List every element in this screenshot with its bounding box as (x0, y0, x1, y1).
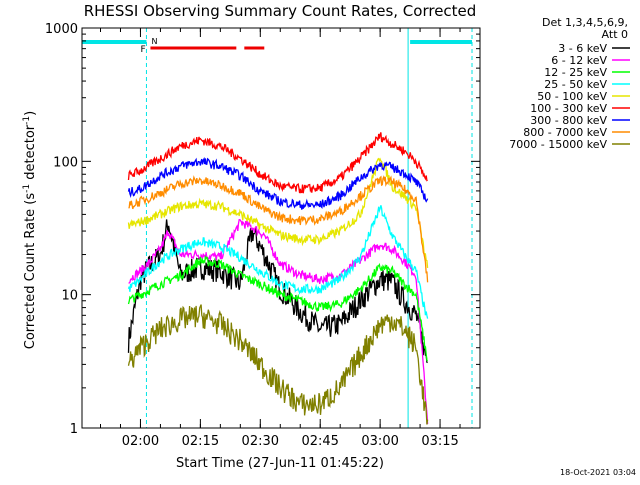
y-tick-label: 1 (70, 422, 78, 437)
series-line-8 (127, 304, 429, 425)
y-tick-label: 100 (53, 155, 78, 170)
legend-label: 6 - 12 keV (551, 54, 607, 67)
night-label: N (151, 37, 157, 46)
x-tick-label: 03:15 (421, 434, 458, 449)
series-line-2 (127, 254, 429, 362)
series-line-7 (128, 175, 429, 283)
legend-label: 300 - 800 keV (530, 114, 607, 127)
legend-label: 25 - 50 keV (544, 78, 607, 91)
y-axis-label-end: ) (23, 111, 38, 116)
legend-label: 7000 - 15000 keV (509, 138, 607, 151)
chart-title: RHESSI Observing Summary Count Rates, Co… (84, 2, 477, 20)
legend-header-line2: Att 0 (602, 28, 628, 41)
legend-label: 100 - 300 keV (530, 102, 607, 115)
y-axis-label-exp2: -1 (22, 116, 32, 125)
legend-label: 12 - 25 keV (544, 66, 607, 79)
legend-header-line1: Det 1,3,4,5,6,9, (542, 16, 628, 29)
legend-label: 50 - 100 keV (537, 90, 607, 103)
series-line-0 (127, 219, 428, 364)
y-axis-label: Corrected Count Rate (s-1 detector-1) (22, 111, 38, 349)
y-tick-label: 1000 (45, 22, 78, 37)
y-tick-label: 10 (61, 289, 78, 304)
y-axis-label-exp1: -1 (22, 184, 32, 193)
x-tick-label: 03:00 (361, 434, 398, 449)
y-axis-label-mid: detector (23, 124, 38, 184)
series-line-4 (127, 157, 429, 268)
series-line-5 (127, 132, 428, 194)
legend-label: 800 - 7000 keV (523, 126, 607, 139)
legend-label: 3 - 6 keV (558, 42, 607, 55)
x-tick-label: 02:15 (182, 434, 219, 449)
x-axis-label: Start Time (27-Jun-11 01:45:22) (176, 456, 384, 471)
x-tick-label: 02:30 (242, 434, 279, 449)
series-line-6 (127, 156, 429, 210)
flare-label: F (140, 45, 145, 55)
series-line-3 (127, 205, 429, 319)
plot-frame (81, 27, 481, 429)
x-tick-label: 02:45 (301, 434, 338, 449)
x-tick-label: 02:00 (122, 434, 159, 449)
y-axis-label-main: Corrected Count Rate (s (23, 193, 38, 350)
footer-date: 18-Oct-2021 03:04 (560, 468, 636, 477)
